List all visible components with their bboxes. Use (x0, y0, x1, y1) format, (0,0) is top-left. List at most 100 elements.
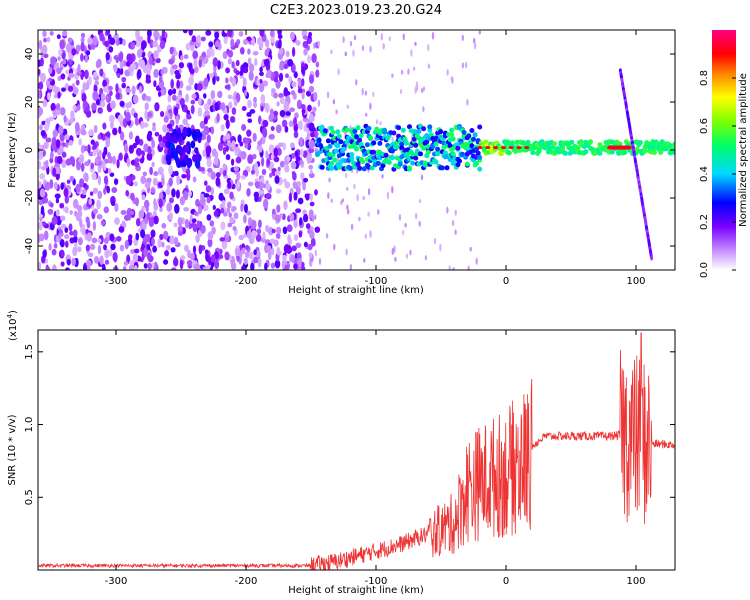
spectrogram-cell (330, 198, 333, 203)
spectrogram-cell (284, 181, 291, 189)
spectrogram-cell (240, 151, 247, 160)
spectrogram-cell (38, 151, 44, 160)
spectrogram-cell (246, 129, 252, 137)
spectrogram-cell (425, 149, 431, 155)
spectrogram-cell (424, 255, 428, 261)
spectrogram-cell (209, 72, 215, 78)
spectrogram-cell (380, 33, 383, 41)
spectrogram-cell (75, 183, 81, 193)
spectrogram-cell (213, 210, 219, 217)
spectrogram-cell (274, 259, 281, 269)
spectrogram-cell (302, 35, 309, 40)
spectrogram-cell (274, 170, 281, 177)
spectrogram-cell (416, 129, 422, 134)
spectrogram-cell (191, 93, 197, 99)
spectrogram-cell (158, 134, 163, 144)
spectrogram-cell (175, 132, 181, 139)
spectrogram-cell (349, 155, 355, 161)
spectrogram-cell (349, 40, 353, 47)
spectrogram-cell (475, 257, 478, 266)
spectrogram-cell (279, 213, 284, 218)
spectrogram-cell (295, 40, 301, 46)
colorbar-gradient (712, 30, 736, 270)
spectrogram-cell (259, 71, 264, 77)
spectrogram-cell (185, 42, 191, 51)
spectrogram-cell (235, 70, 240, 76)
spectrogram-cell (42, 249, 47, 259)
spectrogram-cell (207, 238, 213, 248)
spectrogram-cell (358, 133, 364, 139)
spectrogram-cell (248, 71, 254, 81)
spectrogram-cell (301, 91, 305, 100)
spectrogram-cell (151, 161, 155, 168)
spectrogram-cell (77, 246, 82, 253)
spectrogram-cell (215, 171, 221, 178)
spectrogram-cell (265, 183, 271, 191)
spectrogram-cell (299, 217, 303, 226)
spectrogram-cell (212, 205, 216, 210)
spectrogram-cell (146, 67, 151, 76)
spectrogram-cell (167, 147, 172, 156)
spectrogram-cell (210, 171, 216, 180)
spectrogram-cell (292, 172, 297, 181)
spectrogram-cell (38, 160, 42, 170)
spectrogram-cell (597, 150, 603, 156)
spectrogram-cell (477, 155, 483, 160)
spectrogram-cell (194, 211, 199, 216)
spectrogram-cell (99, 255, 104, 266)
spectrogram-cell (310, 169, 313, 175)
spectrogram-cell (309, 226, 314, 232)
spectrogram-cell (286, 224, 293, 232)
spectrogram-cell (270, 36, 275, 43)
spectrogram-cell (68, 72, 75, 79)
spectrogram-cell (132, 253, 139, 263)
spectrogram-cell (96, 199, 101, 210)
spectrogram-cell (40, 165, 47, 171)
spectrogram-cell (225, 145, 229, 152)
spectrogram-cell (255, 167, 259, 177)
spectrogram-cell (203, 77, 209, 88)
spectrogram-cell (242, 77, 247, 87)
spectrogram-cell (93, 124, 98, 134)
spectrogram-cell (248, 63, 255, 73)
spectrogram-cell (69, 175, 75, 182)
spectrogram-cell (230, 158, 235, 166)
spectrogram-cell (418, 151, 423, 157)
spectrogram-cell (267, 250, 272, 260)
spectrogram-cell (302, 40, 309, 49)
spectrogram-cell (264, 39, 270, 48)
spectrogram-cell (260, 105, 264, 112)
spectrogram-cell (58, 228, 63, 234)
spectrogram-cell (184, 244, 189, 252)
spectrogram-cell (508, 146, 514, 150)
spectrogram-cell (72, 229, 78, 238)
spectrogram-cell (450, 136, 456, 142)
spectrogram-cell (301, 30, 308, 38)
spectrogram-cell (99, 32, 105, 42)
spectrogram-cell (279, 160, 285, 168)
y-tick-label: -20 (24, 190, 35, 206)
spectrogram-cell (59, 202, 65, 209)
spectrogram-cell (241, 123, 247, 132)
spectrogram-cell (144, 218, 149, 225)
spectrogram-cell (82, 100, 88, 109)
spectrogram-cell (205, 252, 209, 262)
spectrogram-cell (325, 233, 329, 239)
spectrogram-cell (247, 181, 254, 187)
spectrogram-cell (290, 90, 296, 96)
spectrogram-cell (175, 116, 179, 125)
spectrogram-cell (153, 198, 157, 207)
spectrogram-cell (61, 159, 67, 169)
spectrogram-cell (55, 197, 60, 204)
spectrogram-cell (169, 66, 174, 76)
spectrogram-cell (103, 164, 107, 171)
spectrogram-cell (367, 211, 370, 217)
spectrogram-cell (144, 182, 151, 189)
spectrogram-cell (38, 39, 43, 50)
spectrogram-cell (108, 249, 113, 257)
spectrogram-cell (308, 113, 314, 123)
spectrogram-cell (478, 30, 481, 35)
spectrogram-cell (122, 266, 127, 270)
spectrogram-cell (206, 196, 211, 204)
spectrogram-cell (173, 257, 179, 267)
